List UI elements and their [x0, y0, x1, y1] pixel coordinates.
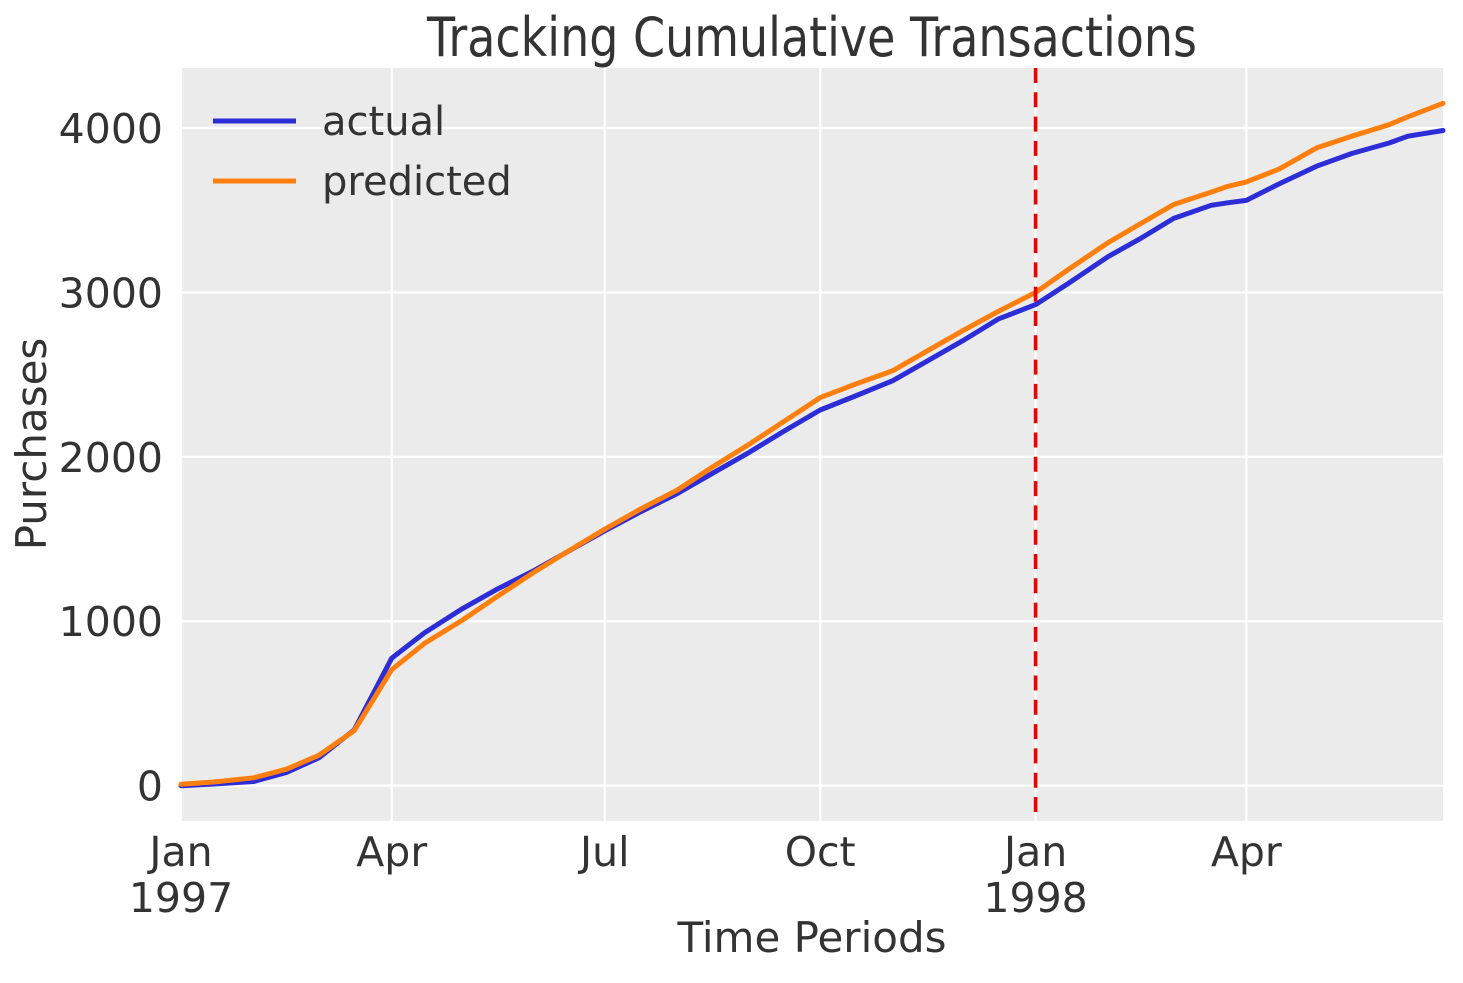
- y-axis-label: Purchases: [7, 338, 56, 551]
- chart-title: Tracking Cumulative Transactions: [426, 6, 1197, 69]
- x-tick-label: Jan: [146, 828, 212, 876]
- legend: actual predicted: [213, 99, 512, 205]
- x-tick-label: Apr: [1211, 828, 1282, 876]
- x-tick-year-label: 1998: [983, 874, 1087, 922]
- x-axis-label: Time Periods: [677, 913, 947, 962]
- legend-item-predicted: predicted: [213, 159, 512, 205]
- series-lines: [178, 100, 1446, 789]
- gridlines: [179, 68, 1443, 821]
- predicted-line: [178, 100, 1446, 787]
- x-tick-label: Jul: [577, 828, 629, 876]
- x-tick-label: Apr: [356, 828, 427, 876]
- actual-line: [178, 128, 1446, 789]
- legend-label: actual: [322, 99, 445, 145]
- x-tick-label: Jan: [1001, 828, 1067, 876]
- y-tick-label: 1000: [59, 598, 163, 646]
- x-tick-label: Oct: [785, 828, 856, 876]
- legend-label: predicted: [322, 159, 512, 205]
- legend-item-actual: actual: [213, 99, 445, 145]
- y-tick-label: 4000: [59, 105, 163, 153]
- y-axis-ticks: 0 1000 2000 3000 4000: [59, 105, 163, 811]
- y-tick-label: 3000: [59, 269, 163, 317]
- x-tick-year-label: 1997: [129, 874, 233, 922]
- y-tick-label: 0: [137, 763, 163, 811]
- y-tick-label: 2000: [59, 434, 163, 482]
